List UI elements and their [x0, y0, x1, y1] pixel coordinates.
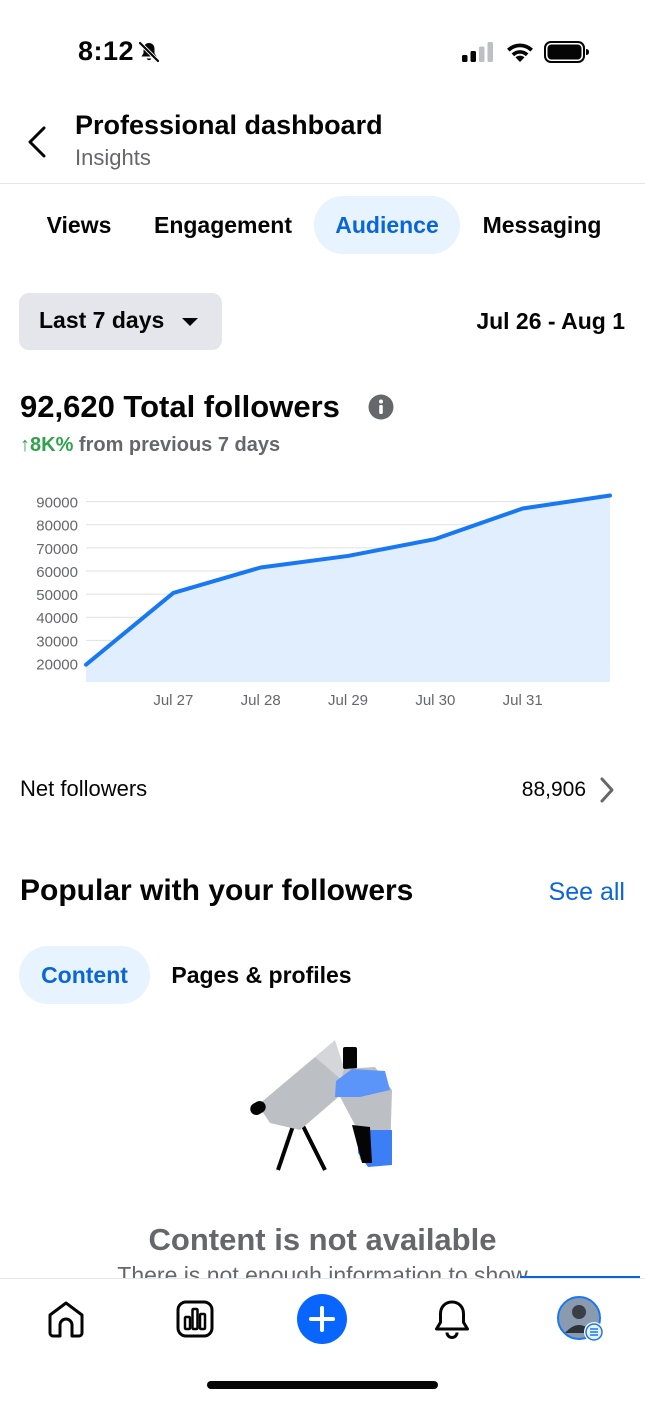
y-tick-label: 60000: [36, 564, 78, 581]
back-arrow-icon[interactable]: [22, 120, 54, 164]
date-range-text: Jul 26 - Aug 1: [476, 308, 625, 334]
followers-chart: 20000 30000 40000 50000 60000 70000 80000 90000…: [36, 493, 612, 709]
x-tick-label: Jul 29: [328, 692, 368, 709]
status-time: 8:12: [78, 36, 135, 66]
x-tick-label: Jul 30: [415, 692, 455, 709]
bell-off-icon: [138, 41, 160, 63]
follower-growth: ↑8K% from previous 7 days: [20, 434, 280, 457]
series-line: [84, 493, 612, 667]
tab-audience[interactable]: Audience: [314, 196, 460, 254]
caret-down-icon: [182, 318, 198, 326]
date-range-dropdown-label: Last 7 days: [39, 307, 165, 333]
y-tick-label: 20000: [36, 656, 78, 673]
net-followers-value: 88,906: [521, 778, 586, 801]
date-range-dropdown[interactable]: Last 7 days: [19, 293, 222, 350]
profile-avatar[interactable]: [556, 1295, 606, 1345]
growth-caption: from previous 7 days: [78, 434, 281, 456]
tab-messaging[interactable]: Messaging: [482, 212, 602, 238]
empty-state-title: Content is not available: [148, 1222, 497, 1257]
battery-icon: [544, 41, 589, 63]
y-tick-label: 70000: [36, 541, 78, 558]
net-followers-row[interactable]: Net followers 88,906: [0, 760, 645, 820]
scroll-indicator: [520, 1276, 640, 1279]
tab-engagement[interactable]: Engagement: [153, 212, 293, 238]
y-tick-label: 90000: [36, 495, 78, 512]
x-tick-label: Jul 28: [241, 692, 281, 709]
tab-views[interactable]: Views: [46, 212, 112, 238]
notifications-icon[interactable]: [430, 1297, 474, 1341]
y-tick-label: 80000: [36, 518, 78, 535]
wifi-icon: [507, 43, 533, 62]
telescope-illustration-icon: [250, 1040, 392, 1171]
x-tick-label: Jul 31: [503, 692, 543, 709]
y-tick-label: 40000: [36, 610, 78, 627]
subtab-pages-profiles[interactable]: Pages & profiles: [171, 962, 352, 988]
home-indicator: [207, 1381, 438, 1389]
net-followers-label: Net followers: [20, 776, 148, 801]
page-title: Professional dashboard: [75, 110, 383, 140]
status-bar: 8:12: [0, 0, 645, 100]
y-tick-label: 30000: [36, 633, 78, 650]
insights-tabs: Views Engagement Audience Messaging: [0, 196, 645, 254]
dashboard-icon[interactable]: [173, 1297, 217, 1341]
section-title: Popular with your followers: [20, 874, 414, 907]
subtab-content[interactable]: Content: [19, 946, 150, 1004]
x-tick-label: Jul 27: [153, 692, 193, 709]
growth-value: ↑8K%: [20, 434, 74, 456]
cellular-signal-icon: [462, 42, 493, 62]
create-icon[interactable]: [296, 1293, 348, 1345]
y-tick-label: 50000: [36, 587, 78, 604]
area-fill: [86, 495, 610, 682]
page-header: Professional dashboard Insights: [0, 100, 645, 184]
popular-subtabs: Content Pages & profiles: [0, 946, 645, 1004]
page-subtitle: Insights: [75, 145, 151, 170]
home-icon[interactable]: [44, 1297, 88, 1341]
chevron-right-icon: [600, 777, 614, 803]
info-icon[interactable]: [368, 394, 394, 420]
total-followers: 92,620 Total followers: [20, 389, 340, 424]
see-all-link[interactable]: See all: [548, 878, 625, 906]
